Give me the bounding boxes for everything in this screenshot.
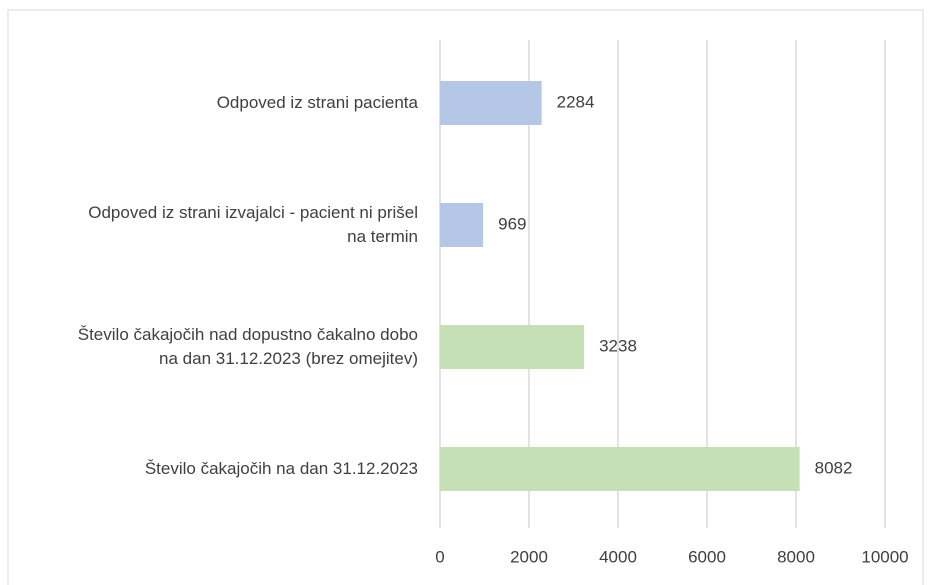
- bar: [440, 325, 585, 369]
- data-label: 3238: [599, 336, 637, 355]
- bar: [440, 203, 484, 247]
- x-tick-label: 8000: [777, 547, 815, 566]
- x-tick-label: 10000: [861, 547, 908, 566]
- data-label: 8082: [815, 458, 853, 477]
- x-tick-label: 4000: [599, 547, 637, 566]
- y-tick-label: Odpoved iz strani pacienta: [216, 93, 418, 112]
- x-tick-label: 0: [435, 547, 444, 566]
- x-tick-label: 6000: [688, 547, 726, 566]
- y-tick-label: Število čakajočih nad dopustno čakalno d…: [77, 325, 418, 368]
- chart-frame: [7, 9, 924, 585]
- x-tick-label: 2000: [510, 547, 548, 566]
- bar: [440, 447, 800, 491]
- data-label: 2284: [557, 92, 595, 111]
- data-label: 969: [498, 214, 526, 233]
- y-tick-label: Odpoved iz strani izvajalci - pacient ni…: [88, 203, 418, 246]
- y-tick-label: Število čakajočih na dan 31.12.2023: [144, 459, 418, 478]
- bar: [440, 81, 542, 125]
